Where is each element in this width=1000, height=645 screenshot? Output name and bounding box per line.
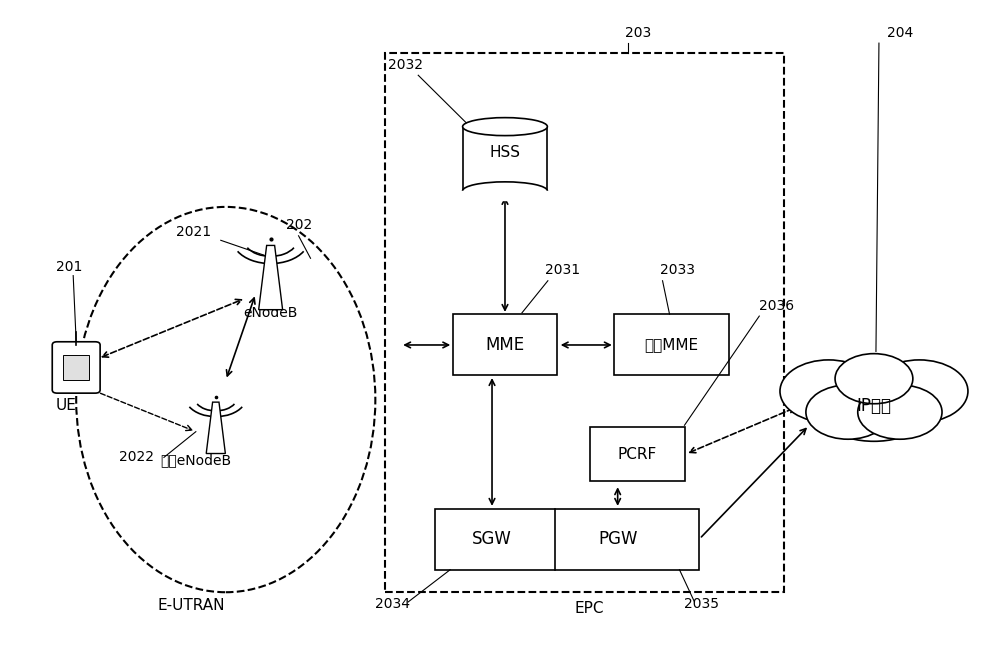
Text: 203: 203 <box>625 26 651 40</box>
Circle shape <box>780 360 877 422</box>
FancyBboxPatch shape <box>590 427 685 481</box>
Text: HSS: HSS <box>489 145 520 160</box>
Ellipse shape <box>463 117 547 135</box>
Polygon shape <box>206 402 225 453</box>
Text: 2035: 2035 <box>684 597 719 611</box>
Circle shape <box>780 360 877 422</box>
Circle shape <box>809 358 939 441</box>
Text: 2036: 2036 <box>759 299 794 313</box>
FancyBboxPatch shape <box>435 509 699 570</box>
Text: 2032: 2032 <box>388 58 423 72</box>
Ellipse shape <box>76 207 375 592</box>
Text: E-UTRAN: E-UTRAN <box>157 597 225 613</box>
Text: 2034: 2034 <box>375 597 410 611</box>
Polygon shape <box>259 246 283 310</box>
Circle shape <box>806 385 890 439</box>
FancyBboxPatch shape <box>385 53 784 592</box>
Circle shape <box>858 385 942 439</box>
Text: eNodeB: eNodeB <box>243 306 298 320</box>
FancyBboxPatch shape <box>52 342 100 393</box>
Ellipse shape <box>463 182 547 200</box>
Text: 202: 202 <box>286 219 312 232</box>
Circle shape <box>871 360 968 422</box>
Circle shape <box>806 385 890 439</box>
Text: 2033: 2033 <box>660 263 695 277</box>
Bar <box>458 191 552 201</box>
Circle shape <box>835 353 913 404</box>
Text: IP业务: IP业务 <box>856 397 891 415</box>
Text: 其它MME: 其它MME <box>644 337 699 352</box>
FancyBboxPatch shape <box>63 355 89 381</box>
Text: 其它eNodeB: 其它eNodeB <box>160 453 231 468</box>
FancyBboxPatch shape <box>453 315 557 375</box>
Circle shape <box>871 360 968 422</box>
Text: 2022: 2022 <box>119 450 154 464</box>
Text: MME: MME <box>485 336 525 354</box>
Text: EPC: EPC <box>575 600 604 616</box>
Text: 201: 201 <box>56 260 83 274</box>
Text: 204: 204 <box>887 26 913 40</box>
Circle shape <box>835 353 913 404</box>
Text: PGW: PGW <box>598 530 637 548</box>
Circle shape <box>809 358 939 441</box>
Text: UE: UE <box>56 399 77 413</box>
Text: 2031: 2031 <box>545 263 580 277</box>
Text: 2021: 2021 <box>176 225 211 239</box>
FancyBboxPatch shape <box>614 315 729 375</box>
Circle shape <box>858 385 942 439</box>
Bar <box>463 126 547 191</box>
Text: PCRF: PCRF <box>618 446 657 462</box>
Text: SGW: SGW <box>472 530 512 548</box>
